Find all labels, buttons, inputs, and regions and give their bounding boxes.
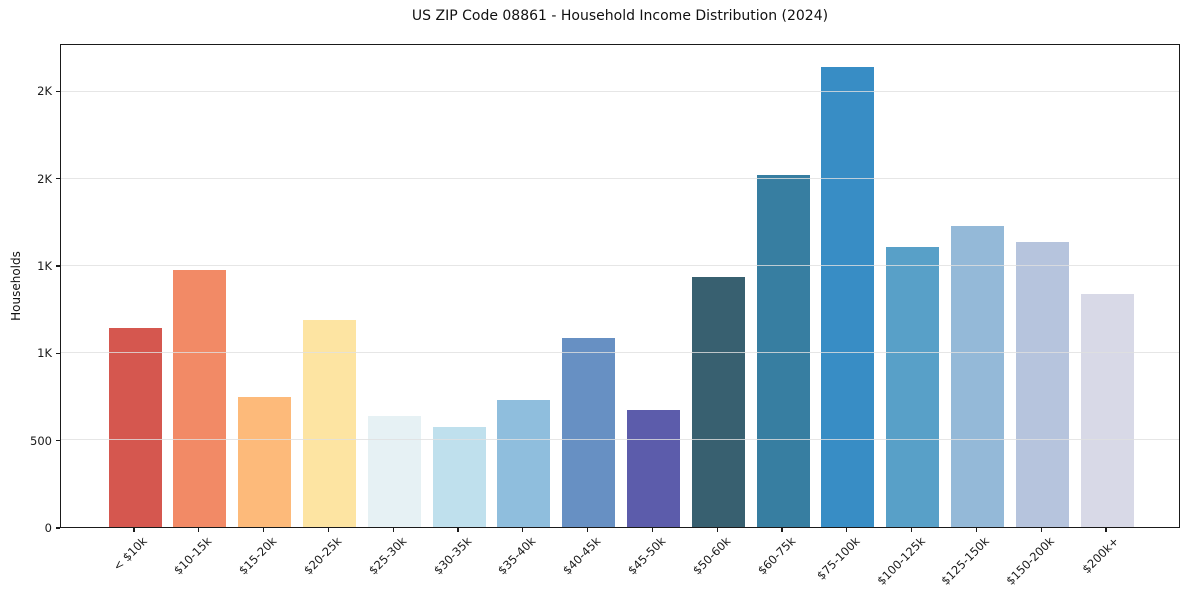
y-tick-mark [56, 265, 60, 267]
plot-area [60, 44, 1180, 528]
bar [821, 67, 875, 527]
x-tick-mark [651, 528, 654, 532]
bar [173, 270, 227, 527]
y-tick-label: 500 [30, 433, 52, 448]
bar [562, 338, 616, 527]
x-tick-label: $35-40k [495, 534, 539, 578]
y-tick-label: 2K [37, 84, 52, 99]
gridline [61, 90, 1179, 92]
y-tick-label: 1K [37, 258, 52, 273]
y-tick-mark [56, 352, 60, 354]
x-tick-label: $25-30k [365, 534, 410, 578]
bar [626, 409, 680, 527]
x-tick-mark [262, 528, 265, 532]
y-tick-label: 1K [37, 346, 52, 361]
x-tick-mark [133, 528, 135, 532]
x-tick-label: $125-150k [938, 534, 993, 588]
x-tick-mark [975, 528, 978, 532]
x-tick-mark [1105, 528, 1107, 532]
x-tick-label: $200k+ [1079, 534, 1122, 577]
x-tick-label: $20-25k [300, 534, 345, 578]
x-tick-label: $150-200k [1003, 534, 1058, 588]
y-tick-label: 2K [37, 171, 52, 186]
y-tick-mark [56, 90, 60, 92]
bar [756, 174, 810, 527]
y-tick-mark [56, 440, 60, 442]
y-tick-mark [56, 527, 60, 529]
x-tick-mark [846, 528, 848, 532]
bar [1080, 293, 1134, 527]
gridline [61, 351, 1179, 353]
x-tick-mark [781, 528, 783, 532]
x-tick-mark [586, 528, 589, 532]
gridline [61, 177, 1179, 179]
bar [367, 416, 421, 527]
x-tick-label: $15-20k [236, 534, 280, 578]
bar [432, 427, 486, 527]
x-tick-mark [716, 528, 718, 532]
bar [108, 327, 162, 527]
x-tick-mark [457, 528, 459, 532]
x-tick-label: $100-125k [873, 534, 928, 588]
chart-title: US ZIP Code 08861 - Household Income Dis… [411, 8, 829, 24]
x-tick-label: $10-15k [171, 534, 215, 578]
x-tick-label: $50-60k [689, 534, 734, 578]
y-tick-label: 0 [44, 521, 52, 535]
bar [691, 277, 745, 527]
x-tick-label: $30-35k [430, 534, 474, 578]
x-tick-mark [910, 528, 913, 532]
x-tick-label: $60-75k [754, 534, 798, 578]
y-tick-mark [56, 177, 60, 180]
bar [497, 400, 551, 527]
x-tick-mark [392, 528, 394, 532]
x-tick-mark [1040, 528, 1042, 532]
bar [302, 319, 356, 527]
x-tick-label: $75-100k [814, 534, 863, 583]
x-tick-mark [198, 528, 200, 532]
bar [238, 396, 292, 527]
x-tick-mark [327, 528, 330, 532]
x-tick-label: $40-45k [560, 534, 604, 578]
bar [886, 247, 940, 527]
x-tick-label: $45-50k [624, 534, 669, 578]
gridline [61, 438, 1179, 440]
gridline [61, 264, 1179, 266]
bar [950, 225, 1004, 527]
x-tick-mark [522, 528, 524, 532]
x-tick-label: < $10k [110, 534, 150, 574]
bar [1015, 242, 1069, 527]
